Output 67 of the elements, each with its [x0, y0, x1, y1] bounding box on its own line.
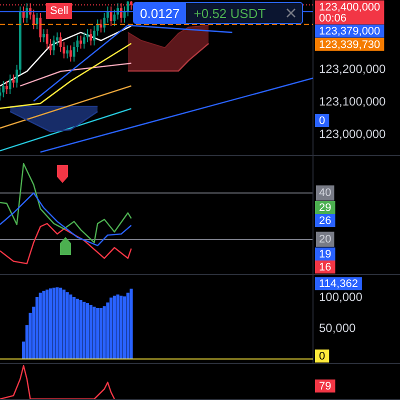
- bar: [112, 296, 116, 360]
- candlestick: [22, 6, 25, 24]
- bar: [35, 296, 39, 360]
- bar: [52, 288, 56, 360]
- bar: [116, 294, 120, 360]
- ref-line-label: 123,339,730: [319, 38, 380, 51]
- candlestick: [42, 28, 45, 43]
- ref-line-label: 123,400,000: [319, 1, 380, 14]
- bar: [110, 298, 113, 360]
- candlestick: [113, 9, 116, 26]
- bar: [42, 290, 46, 360]
- candlestick: [80, 35, 82, 50]
- bar: [38, 292, 42, 360]
- bar: [82, 302, 86, 360]
- text: 26: [319, 215, 332, 228]
- candlestick: [26, 2, 28, 24]
- candlestick: [66, 44, 69, 59]
- candlestick: [8, 74, 12, 95]
- ref-line-label: 0: [319, 350, 326, 363]
- bar: [46, 290, 49, 360]
- annotation: 0.0127: [134, 3, 186, 23]
- annotation: +0.52 USDT: [192, 6, 267, 20]
- candlestick: [90, 28, 92, 46]
- bar: [96, 308, 100, 360]
- y-tick-label: 123,000,000: [319, 126, 386, 141]
- bar: [66, 292, 69, 360]
- bar: [48, 288, 52, 360]
- candlestick: [52, 35, 56, 56]
- info-box: 0.0127 +0.52 USDT: [133, 2, 303, 24]
- bar: [120, 296, 123, 360]
- bar: [122, 296, 126, 360]
- bar: [92, 306, 96, 360]
- bar: [69, 294, 72, 360]
- text: 29: [319, 202, 332, 214]
- bar: [72, 296, 76, 360]
- bar: [126, 292, 130, 360]
- text: 19: [319, 248, 332, 261]
- bar: [79, 300, 82, 360]
- y-tick-label: 20: [319, 233, 332, 246]
- bar: [102, 306, 106, 360]
- ref-line-label: 123,379,000: [319, 26, 380, 38]
- candlestick: [69, 44, 72, 62]
- text: 114,362: [319, 278, 358, 290]
- bar: [99, 308, 102, 360]
- bar: [59, 288, 62, 360]
- bar: [130, 288, 133, 360]
- annotation: Sell: [46, 3, 72, 19]
- bar: [76, 298, 79, 360]
- y-tick-label: 40: [319, 187, 332, 200]
- candlestick: [2, 80, 5, 98]
- y-tick-label: 123,200,000: [319, 62, 386, 76]
- bar: [86, 303, 90, 360]
- candlestick: [86, 28, 89, 43]
- bar: [89, 304, 92, 360]
- bar: [56, 287, 59, 360]
- candlestick: [82, 32, 86, 50]
- y-tick-label: 123,100,000: [319, 94, 386, 108]
- y-tick-label: 50,000: [319, 320, 356, 335]
- candlestick: [96, 18, 99, 36]
- candlestick: [39, 12, 42, 43]
- bar: [62, 290, 66, 360]
- y-tick-label: 100,000: [319, 290, 363, 304]
- text: 00:06: [319, 12, 347, 24]
- text: 16: [319, 262, 332, 274]
- text: 79: [319, 380, 332, 393]
- text: 0: [319, 115, 326, 128]
- candlestick: [6, 80, 8, 95]
